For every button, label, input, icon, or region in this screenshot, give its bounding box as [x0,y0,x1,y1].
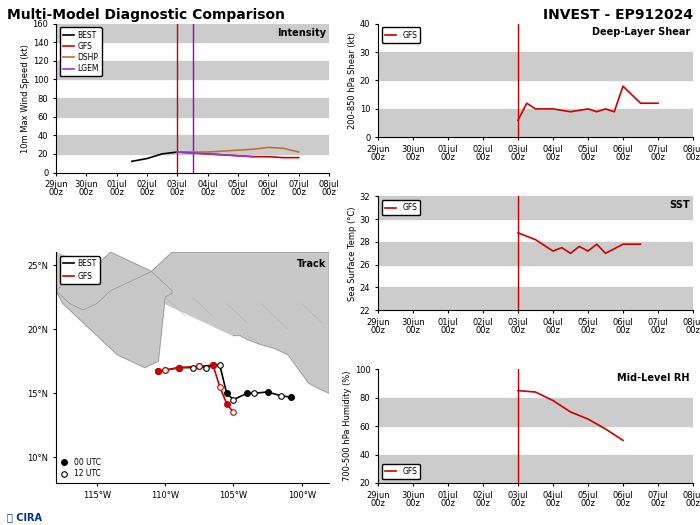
Bar [56,61,329,79]
Text: INVEST - EP912024: INVEST - EP912024 [543,8,693,22]
Text: 00 UTC: 00 UTC [74,458,101,467]
Bar [56,98,329,117]
Bar [378,196,693,219]
Legend: BEST, GFS: BEST, GFS [60,256,99,284]
Text: Track: Track [297,259,326,269]
Bar [56,135,329,154]
Y-axis label: 700-500 hPa Humidity (%): 700-500 hPa Humidity (%) [343,371,352,481]
Text: Deep-Layer Shear: Deep-Layer Shear [592,27,690,37]
Bar [378,287,693,310]
Bar [378,455,693,483]
Legend: GFS: GFS [382,27,421,43]
Text: ⦾ CIRA: ⦾ CIRA [7,512,42,522]
Text: Mid-Level RH: Mid-Level RH [617,373,690,383]
Bar [378,109,693,138]
Text: Intensity: Intensity [277,28,326,38]
Bar [378,52,693,80]
Text: 12 UTC: 12 UTC [74,469,101,478]
Polygon shape [56,252,172,368]
Legend: GFS: GFS [382,464,421,479]
Y-axis label: Sea Surface Temp (°C): Sea Surface Temp (°C) [348,206,357,300]
Legend: GFS: GFS [382,200,421,215]
Bar [56,24,329,42]
Bar [378,242,693,265]
Y-axis label: 10m Max Wind Speed (kt): 10m Max Wind Speed (kt) [21,44,29,152]
Text: Multi-Model Diagnostic Comparison: Multi-Model Diagnostic Comparison [7,8,285,22]
Text: SST: SST [669,200,690,210]
Bar [378,398,693,426]
Legend: BEST, GFS, DSHP, LGEM: BEST, GFS, DSHP, LGEM [60,27,102,77]
Y-axis label: 200-850 hPa Shear (kt): 200-850 hPa Shear (kt) [348,32,357,129]
Polygon shape [56,252,329,393]
